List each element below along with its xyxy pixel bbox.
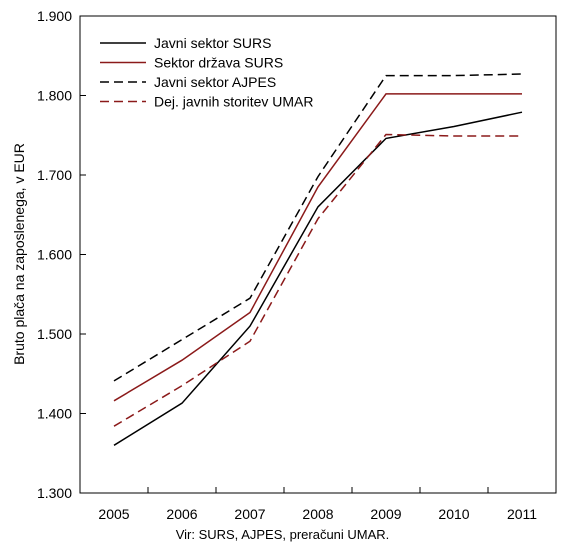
- series-line-4: [113, 133, 522, 427]
- x-tick-label: 2007: [234, 506, 265, 522]
- y-tick-label: 1.700: [37, 167, 72, 183]
- x-tick-label: 2008: [302, 506, 333, 522]
- x-tick-label: 2009: [370, 506, 401, 522]
- y-tick-label: 1.600: [37, 247, 72, 263]
- legend-label-2: Sektor država SURS: [154, 55, 283, 71]
- series-line-3: [113, 73, 523, 382]
- source-caption: Vir: SURS, AJPES, preračuni UMAR.: [175, 527, 390, 542]
- x-tick-label: 2010: [438, 506, 469, 522]
- legend-label-4: Dej. javnih storitev UMAR: [154, 94, 314, 110]
- legend-label-3: Javni sektor AJPES: [154, 74, 276, 90]
- x-tick-label: 2006: [166, 506, 197, 522]
- y-tick-label: 1.500: [37, 326, 72, 342]
- legend: Javni sektor SURS Sektor država SURS Javni…: [100, 35, 314, 110]
- y-tick-label: 1.300: [37, 485, 72, 501]
- x-tick-label: 2011: [507, 506, 537, 522]
- y-tick-label: 1.400: [37, 406, 72, 422]
- legend-label-1: Javni sektor SURS: [154, 35, 271, 51]
- y-tick-label: 1.800: [37, 88, 72, 104]
- y-tick-label: 1.900: [37, 8, 72, 24]
- x-tick-label: 2005: [98, 506, 129, 522]
- y-axis-label: Bruto plača na zaposlenega, v EUR: [11, 143, 27, 365]
- x-axis: 2005 2006 2007 2008 2009 2010 2011: [98, 487, 537, 522]
- series-line-2: [113, 93, 522, 402]
- series-lines: [113, 73, 523, 446]
- series-line-1: [113, 111, 523, 446]
- y-axis: 1.300 1.400 1.500 1.600 1.700 1.800 1.900: [37, 8, 86, 501]
